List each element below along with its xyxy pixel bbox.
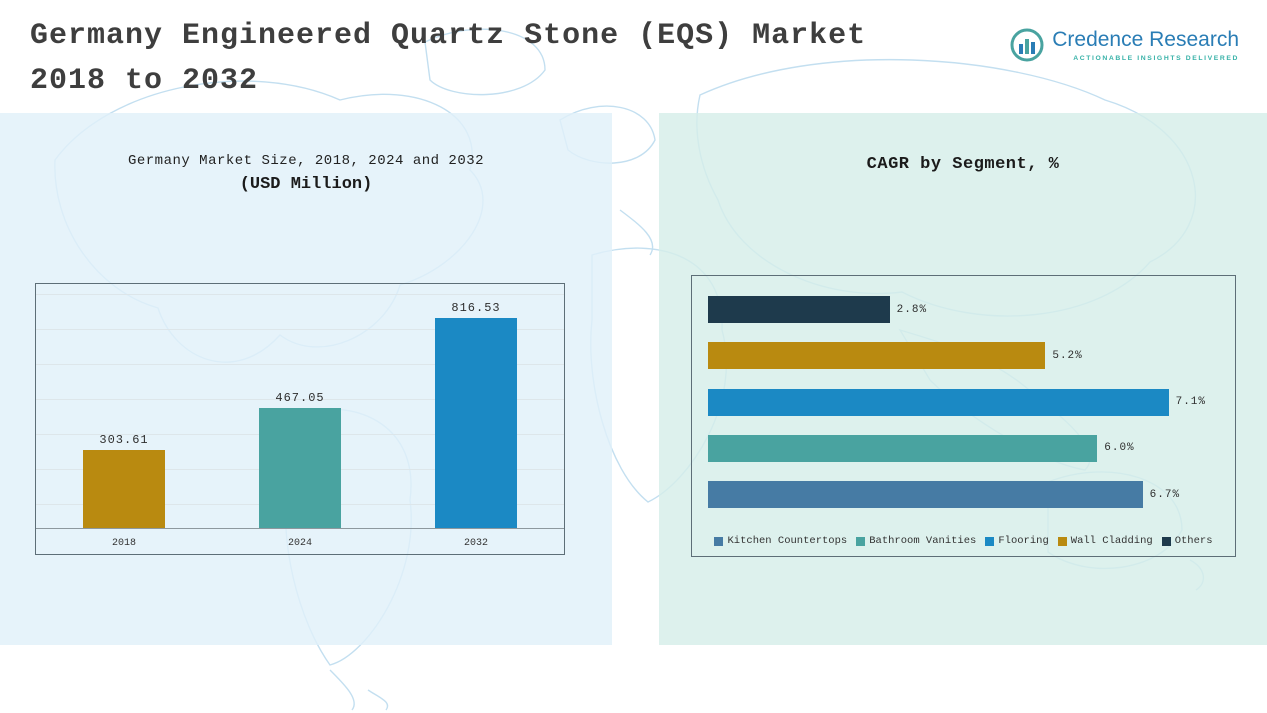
legend-swatch: [1057, 536, 1067, 546]
cagr-bar-wall-cladding: [708, 342, 1046, 370]
market-size-plot: 303.61 467.05 816.53: [36, 284, 564, 529]
cagr-row-4: 6.7%: [708, 481, 1227, 508]
logo-name: Credence Research: [1052, 28, 1239, 51]
bar-group-2018: 303.61: [36, 284, 212, 528]
legend-label: Flooring: [998, 535, 1049, 547]
legend-item-flooring: Flooring: [985, 535, 1049, 547]
legend-label: Others: [1174, 535, 1213, 547]
cagr-row-0: 2.8%: [708, 296, 1227, 323]
cagr-bar-kitchen-countertops: [708, 481, 1143, 508]
page-title-line-1: Germany Engineered Quartz Stone (EQS) Ma…: [30, 19, 867, 53]
bar-value-label: 303.61: [99, 433, 149, 448]
x-axis-label-2024: 2024: [287, 538, 312, 549]
header: Germany Engineered Quartz Stone (EQS) Ma…: [30, 14, 866, 104]
x-axis-label-2018: 2018: [111, 538, 136, 549]
credence-research-logo: Credence Research Actionable Insights De…: [1010, 28, 1239, 62]
bar-value-label: 467.05: [275, 391, 325, 406]
legend-swatch: [1161, 536, 1171, 546]
x-axis-label-2032: 2032: [463, 538, 488, 549]
bar-value-label: 816.53: [451, 301, 501, 316]
bar-group-2032: 816.53: [388, 284, 564, 528]
cagr-chart-title: CAGR by Segment, %: [866, 155, 1060, 174]
legend-label: Kitchen Countertops: [727, 535, 848, 547]
cagr-value-label: 6.0%: [1104, 442, 1135, 455]
market-size-chart-title: Germany Market Size, 2018, 2024 and 2032: [127, 153, 485, 169]
market-size-chart-box: 303.61 467.05 816.53 2018 2024 2032: [35, 283, 565, 555]
legend-label: Wall Cladding: [1070, 535, 1153, 547]
logo-text-block: Credence Research Actionable Insights De…: [1052, 28, 1239, 62]
cagr-panel: CAGR by Segment, % 2.8% 5.2% 7.1% 6.0% 6.7% …: [659, 113, 1267, 645]
page-title-line-2: 2018 to 2032: [30, 64, 259, 98]
cagr-row-3: 6.0%: [708, 434, 1227, 462]
cagr-row-1: 5.2%: [708, 342, 1227, 370]
cagr-chart-box: 2.8% 5.2% 7.1% 6.0% 6.7% Kitchen Countertops…: [691, 275, 1236, 557]
market-size-chart-subtitle: (USD Million): [239, 175, 373, 194]
legend-swatch: [714, 536, 724, 546]
legend-item-kitchen-countertops: Kitchen Countertops: [714, 535, 847, 547]
market-size-categories: 2018 2024 2032: [36, 538, 564, 549]
cagr-legend: Kitchen Countertops Bathroom Vanities Floo…: [692, 535, 1235, 547]
legend-swatch: [985, 536, 995, 546]
bar-chart-logo-icon: [1010, 28, 1044, 62]
legend-swatch: [856, 536, 866, 546]
legend-label: Bathroom Vanities: [869, 535, 977, 547]
bar-group-2024: 467.05: [212, 284, 388, 528]
legend-item-bathroom-vanities: Bathroom Vanities: [856, 535, 976, 547]
legend-item-wall-cladding: Wall Cladding: [1057, 535, 1153, 547]
cagr-value-label: 5.2%: [1052, 349, 1083, 362]
legend-item-others: Others: [1161, 535, 1213, 547]
cagr-bar-bathroom-vanities: [708, 434, 1098, 462]
bar-2032: [435, 318, 517, 528]
market-size-panel: Germany Market Size, 2018, 2024 and 2032…: [0, 113, 612, 645]
cagr-value-label: 6.7%: [1149, 488, 1181, 501]
bar-2024: [259, 408, 341, 528]
cagr-value-label: 7.1%: [1175, 396, 1207, 408]
logo-tagline: Actionable Insights Delivered: [1073, 55, 1239, 62]
cagr-row-2: 7.1%: [708, 388, 1227, 416]
cagr-value-label: 2.8%: [896, 303, 928, 316]
cagr-bar-flooring: [708, 388, 1169, 416]
bar-2018: [83, 450, 165, 528]
cagr-bar-others: [708, 296, 890, 323]
cagr-plot: 2.8% 5.2% 7.1% 6.0% 6.7%: [708, 296, 1227, 508]
